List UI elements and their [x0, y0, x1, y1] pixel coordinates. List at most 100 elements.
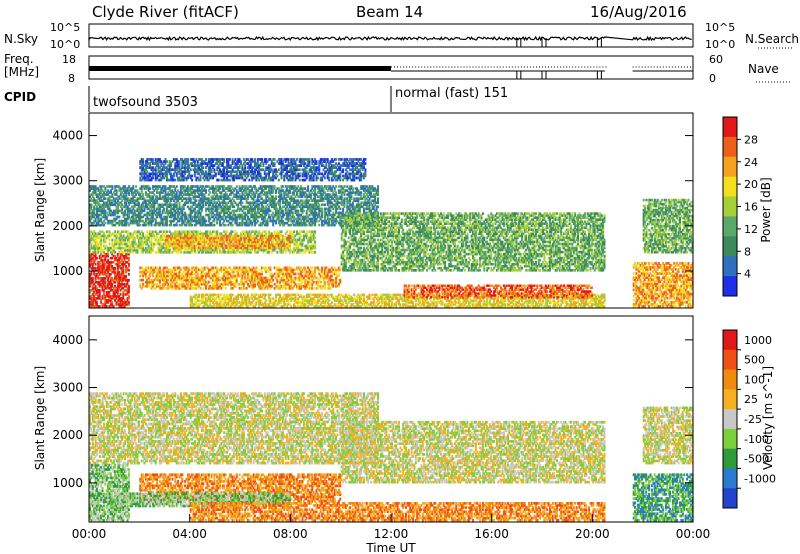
freq-dropout [517, 71, 521, 79]
echo-cell [272, 279, 274, 282]
echo-cell [236, 232, 238, 235]
echo-cell [225, 287, 227, 290]
echo-cell [236, 185, 238, 188]
echo-cell [286, 230, 288, 233]
echo-cell [135, 185, 137, 188]
echo-cell [248, 235, 250, 238]
echo-cell [109, 243, 111, 246]
freq-tick-bottom: 8 [68, 72, 75, 85]
nave-tick-bottom: 0 [709, 72, 716, 85]
echo-cell [313, 287, 315, 290]
echo-cell [132, 185, 134, 188]
echo-cell [142, 232, 144, 235]
echo-cell [139, 224, 141, 227]
echo-cell [90, 204, 92, 207]
echo-cell [255, 237, 257, 240]
echo-cell [139, 283, 141, 286]
echo-cell [321, 267, 323, 270]
echo-cell [96, 257, 98, 260]
echo-cell [300, 235, 302, 238]
echo-cell [142, 193, 144, 196]
station-title: Clyde River (fitACF) [92, 3, 239, 21]
echo-cell [269, 267, 271, 270]
echo-cell [338, 273, 340, 276]
echo-cell [274, 273, 276, 276]
freq-band-twofsound [89, 66, 391, 71]
echo-cell [104, 222, 106, 225]
beam-title: Beam 14 [356, 3, 423, 21]
echo-cell [265, 230, 267, 233]
echo-cell [191, 224, 193, 227]
echo-cell [232, 230, 234, 233]
echo-cell [282, 210, 284, 213]
echo-cell [265, 235, 267, 238]
echo-cell [289, 235, 291, 238]
echo-cell [109, 239, 111, 242]
echo-cell [216, 230, 218, 233]
echo-cell [113, 305, 115, 308]
echo-cell [180, 269, 182, 272]
nave-tick-top: 60 [709, 53, 723, 66]
echo-cell [274, 185, 276, 188]
echo-cell [282, 185, 284, 188]
echo-cell [233, 206, 235, 209]
echo-cell [225, 224, 227, 227]
echo-cell [111, 185, 113, 188]
echo-cell [281, 230, 283, 233]
echo-cell [204, 267, 206, 270]
echo-cell [159, 267, 161, 270]
echo-cell [313, 281, 315, 284]
freq-dropout [597, 71, 601, 79]
echo-cell [241, 202, 243, 205]
echo-cell [118, 216, 120, 219]
echo-cell [289, 241, 291, 244]
nsky-panel: N.Sky 10^5 10^0 10^5 10^0 N.Search [4, 21, 799, 51]
echo-cell [278, 241, 280, 244]
echo-cell [134, 237, 136, 240]
nsearch-label: N.Search [745, 32, 799, 46]
echo-cell [209, 191, 211, 194]
echo-cell [176, 185, 178, 188]
nsearch-tick-top: 10^5 [705, 21, 735, 34]
echo-cell [128, 295, 130, 298]
echo-cell [314, 251, 316, 254]
echo-cell [128, 269, 130, 272]
echo-cell [314, 241, 316, 244]
echo-cell [311, 267, 313, 270]
echo-cell [111, 239, 113, 242]
echo-cell [269, 210, 271, 213]
echo-cell [120, 293, 122, 296]
echo-cell [241, 235, 243, 238]
echo-cell [274, 243, 276, 246]
echo-cell [205, 220, 207, 223]
echo-cell [339, 279, 341, 282]
echo-cell [226, 230, 228, 233]
cpid-panel: CPID twofsound 3503 normal (fast) 151 [4, 86, 508, 112]
echo-cell [128, 301, 130, 304]
radar-figure: Clyde River (fitACF) Beam 14 16/Aug/2016… [0, 0, 800, 554]
echo-cell [295, 277, 297, 280]
echo-cell [116, 189, 118, 192]
echo-cell [163, 208, 165, 211]
echo-cell [128, 273, 130, 276]
echo-cell [200, 287, 202, 290]
echo-cell [186, 214, 188, 217]
echo-cell [304, 267, 306, 270]
echo-cell [275, 195, 277, 198]
echo-cell [339, 267, 341, 270]
echo-cell [324, 281, 326, 284]
cpid-segment-1: twofsound 3503 [93, 95, 198, 110]
echo-cell [95, 263, 97, 266]
echo-cell [128, 285, 130, 288]
echo-cell [261, 271, 263, 274]
echo-cell [255, 267, 257, 270]
echo-cell [295, 273, 297, 276]
cpid-segment-2: normal (fast) 151 [395, 86, 508, 101]
echo-cell [232, 224, 234, 227]
echo-cell [99, 305, 101, 308]
echo-cell [128, 279, 130, 282]
echo-cell [106, 305, 108, 308]
echo-cell [293, 230, 295, 233]
echo-cell [138, 202, 140, 205]
